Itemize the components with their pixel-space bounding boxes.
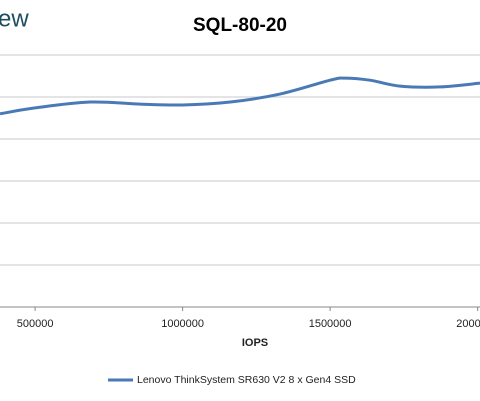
logo: ew (0, 5, 29, 32)
x-tick-label: 500000 (17, 318, 54, 330)
x-axis-label: IOPS (242, 337, 268, 349)
legend-label: Lenovo ThinkSystem SR630 V2 8 x Gen4 SSD (137, 374, 356, 386)
x-tick-label: 1500000 (309, 318, 352, 330)
series-line (0, 76, 480, 116)
chart-title: SQL-80-20 (193, 15, 287, 36)
x-tick-label: 1000000 (161, 318, 204, 330)
x-tick-label: 2000000 (456, 318, 480, 330)
